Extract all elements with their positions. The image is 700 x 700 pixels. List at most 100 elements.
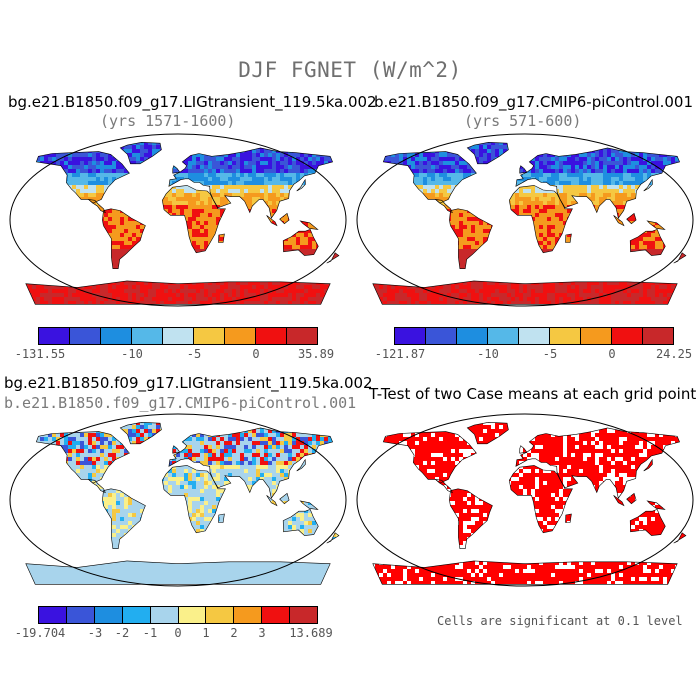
coastline <box>87 478 106 494</box>
coastline <box>629 229 666 256</box>
colorbar-swatch <box>225 328 256 344</box>
figure-title: DJF FGNET (W/m^2) <box>238 58 462 82</box>
colorbar-swatch <box>178 607 207 623</box>
coastline <box>299 220 319 230</box>
colorbar-swatch <box>290 607 318 623</box>
colorbar-swatch <box>395 328 426 344</box>
panel2-title: b.e21.B1850.f09_g17.CMIP6-piControl.001 <box>374 93 693 111</box>
coastline <box>646 500 666 510</box>
panel3-subtitle: b.e21.B1850.f09_g17.CMIP6-piControl.001 <box>4 394 357 412</box>
coastline <box>629 509 666 536</box>
coastline <box>35 431 130 484</box>
panel1-map <box>9 133 347 307</box>
colorbar-swatch <box>94 607 123 623</box>
coastline <box>382 151 477 204</box>
colorbar-swatch <box>150 607 179 623</box>
panel3-colorbar <box>38 606 318 624</box>
panel3-map <box>9 413 347 587</box>
coastline <box>449 488 493 549</box>
coastline <box>161 465 226 534</box>
coastline <box>266 495 278 507</box>
coastline <box>515 147 681 219</box>
coastline <box>218 513 225 523</box>
coastline <box>296 178 306 192</box>
colorbar-swatch <box>287 328 317 344</box>
colorbar-swatch <box>457 328 488 344</box>
panel1-subtitle: (yrs 1571-1600) <box>100 112 236 130</box>
map-border <box>9 133 347 307</box>
colorbar-swatch <box>39 607 67 623</box>
panel3-title: bg.e21.B1850.f09_g17.LIGtransient_119.5k… <box>4 374 373 392</box>
coastline <box>87 198 106 214</box>
coastline <box>643 458 653 472</box>
panel3-tick-8: 13.689 <box>289 626 333 640</box>
panel1-colorbar <box>38 327 318 345</box>
coastline <box>673 532 687 544</box>
panel1-tick-0: -131.55 <box>14 347 66 361</box>
coastline <box>646 220 666 230</box>
colorbar-swatch <box>550 328 581 344</box>
map-border <box>356 413 694 587</box>
colorbar-swatch <box>66 607 95 623</box>
coastline <box>102 488 146 549</box>
coastline <box>613 495 625 507</box>
panel2-tick-4: 24.25 <box>655 347 693 361</box>
coastline <box>119 421 162 445</box>
colorbar-swatch <box>122 607 151 623</box>
panel2-tick-1: -10 <box>477 347 499 361</box>
colorbar-swatch <box>234 607 263 623</box>
map-border <box>356 133 694 307</box>
coastline <box>508 465 573 534</box>
colorbar-swatch <box>39 328 70 344</box>
panel4-title: T-Test of two Case means at each grid po… <box>369 385 697 403</box>
panel3-tick-4: 0 <box>174 626 182 640</box>
coastline <box>119 141 162 165</box>
coastline <box>372 280 678 305</box>
coastline <box>282 229 319 256</box>
coastline <box>168 147 334 219</box>
panel2-map <box>356 133 694 307</box>
coastline <box>299 500 319 510</box>
coastline <box>466 421 509 445</box>
coastline <box>296 458 306 472</box>
coastline <box>279 492 290 505</box>
coastline <box>434 478 453 494</box>
coastline <box>161 185 226 254</box>
panel3-tick-3: -1 <box>142 626 158 640</box>
panel3-tick-2: -2 <box>114 626 130 640</box>
panel2-tick-3: 0 <box>608 347 616 361</box>
colorbar-swatch <box>132 328 163 344</box>
panel2-colorbar <box>394 327 674 345</box>
colorbar-swatch <box>206 607 235 623</box>
colorbar-swatch <box>612 328 643 344</box>
coastline <box>218 233 225 243</box>
coastline <box>508 185 573 254</box>
coastline <box>35 151 130 204</box>
coastline <box>565 233 572 243</box>
colorbar-swatch <box>581 328 612 344</box>
coastline <box>282 509 319 536</box>
panel3-tick-0: -19.704 <box>14 626 66 640</box>
colorbar-swatch <box>163 328 194 344</box>
colorbar-swatch <box>426 328 457 344</box>
colorbar-swatch <box>262 607 291 623</box>
coastline <box>434 198 453 214</box>
panel3-tick-1: -3 <box>87 626 103 640</box>
colorbar-swatch <box>488 328 519 344</box>
panel2-tick-2: -5 <box>542 347 558 361</box>
significance-note: Cells are significant at 0.1 level <box>437 614 683 628</box>
coastline <box>565 513 572 523</box>
coastline <box>466 141 509 165</box>
panel3-tick-7: 3 <box>258 626 266 640</box>
coastline <box>326 532 340 544</box>
coastline <box>172 165 181 174</box>
coastline <box>626 212 637 225</box>
panel3-tick-6: 2 <box>230 626 238 640</box>
colorbar-swatch <box>519 328 550 344</box>
coastline <box>25 560 331 585</box>
colorbar-swatch <box>101 328 132 344</box>
panel1-tick-1: -10 <box>121 347 143 361</box>
coastline <box>626 492 637 505</box>
coastline <box>172 445 181 454</box>
coastline <box>613 215 625 227</box>
